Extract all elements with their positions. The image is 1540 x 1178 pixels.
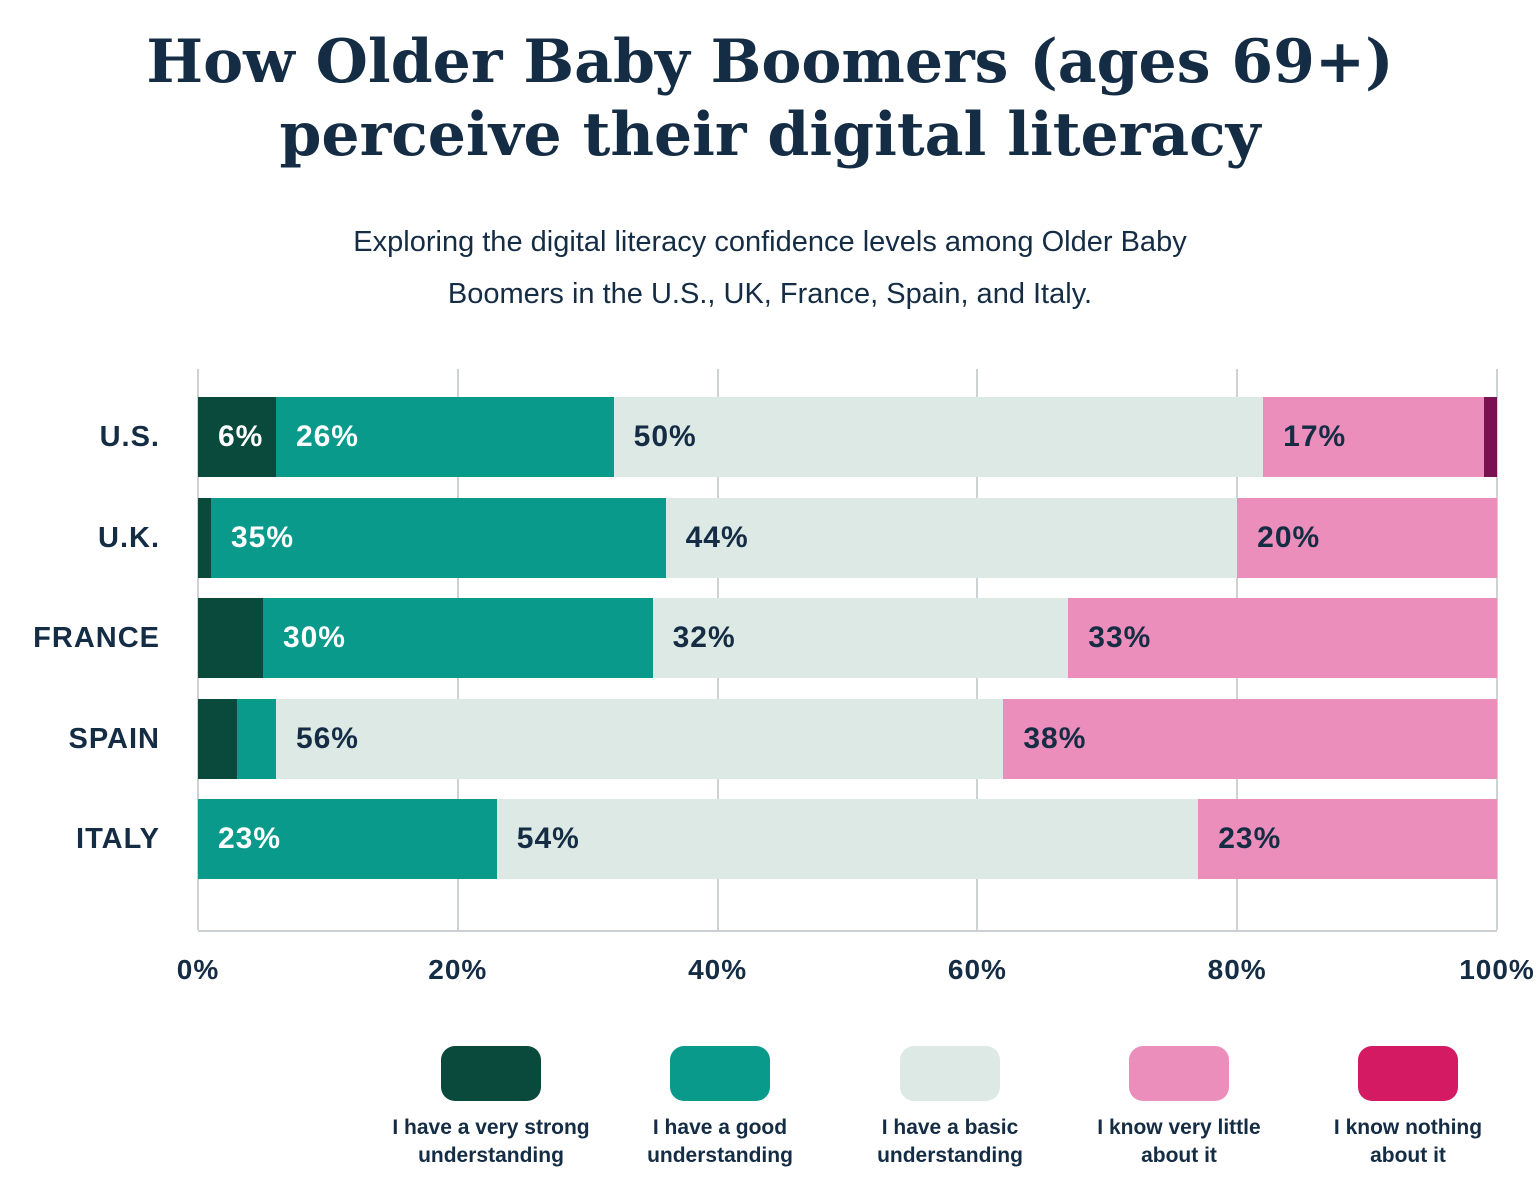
legend-swatch — [900, 1046, 1000, 1101]
segment-label: 54% — [516, 822, 580, 855]
legend-label: I have a good understanding — [600, 1114, 840, 1170]
legend-item: I know very little about it — [1059, 1046, 1299, 1170]
chart-subtitle: Exploring the digital literacy confidenc… — [0, 216, 1540, 320]
segment-label: 35% — [230, 520, 295, 554]
legend-label-line1: I have a good — [652, 1116, 788, 1139]
segment-label: 17% — [1283, 420, 1347, 453]
bar-row: U.S. 6% 26% 50% 17% — [100, 397, 1497, 477]
bar-segment: 32% — [652, 598, 1069, 678]
legend: I have a very strong understanding I have … — [0, 1046, 1540, 1178]
x-axis-label: 40% — [688, 954, 748, 985]
legend-item: I have a very strong understanding — [371, 1046, 611, 1170]
chart-subtitle-line2: Boomers in the U.S., UK, France, Spain, … — [447, 278, 1093, 310]
category-label: ITALY — [76, 823, 160, 855]
legend-label-line2: about it — [1370, 1144, 1446, 1167]
chart-title: How Older Baby Boomers (ages 69+) percei… — [0, 26, 1540, 172]
legend-item: I have a basic understanding — [830, 1046, 1070, 1170]
plot-area: 0% 20% 40% 60% 80% 100% U.S. 6% 26% 50% 17% U.K. 35%… — [33, 369, 1534, 985]
bar-segment: 44% — [665, 497, 1238, 578]
bar-segment: 54% — [496, 799, 1199, 879]
x-axis-label: 0% — [176, 954, 220, 985]
bar-segment: 23% — [1198, 799, 1497, 879]
segment-label: 38% — [1023, 721, 1087, 755]
segment-label: 23% — [218, 822, 282, 855]
bar-segment: 56% — [275, 698, 1004, 779]
legend-label-line1: I know nothing — [1333, 1116, 1483, 1139]
legend-label: I know very little about it — [1059, 1114, 1299, 1170]
x-axis-label: 20% — [428, 954, 488, 985]
category-label: U.S. — [99, 421, 160, 453]
legend-label-line1: I have a basic — [881, 1116, 1019, 1139]
legend-label: I have a basic understanding — [830, 1114, 1070, 1170]
legend-swatch — [441, 1046, 541, 1101]
bar-segment: 30% — [262, 598, 653, 678]
bar-row: ITALY 23% 54% 23% — [76, 799, 1497, 879]
legend-label: I know nothing about it — [1288, 1114, 1528, 1170]
category-label: FRANCE — [33, 622, 160, 654]
bar-segment — [236, 698, 276, 779]
bar-segment: 26% — [275, 397, 614, 477]
bar-segment: 33% — [1068, 598, 1497, 678]
legend-label-line1: I know very little — [1097, 1116, 1261, 1139]
legend-swatch — [1358, 1046, 1458, 1101]
legend-swatch — [670, 1046, 770, 1101]
bar-segment — [198, 698, 237, 779]
bar-segment: 23% — [198, 799, 497, 879]
x-axis-label: 100% — [1459, 954, 1535, 985]
bar-segment — [198, 497, 211, 578]
bar-segment: 17% — [1263, 397, 1484, 477]
segment-label: 6% — [218, 420, 264, 453]
bar-segment: 50% — [613, 397, 1264, 477]
bar-segment — [198, 598, 263, 678]
legend-item: I know nothing about it — [1288, 1046, 1528, 1170]
segment-label: 26% — [295, 420, 359, 453]
legend-label-line1: I have a very strong — [392, 1116, 590, 1139]
legend-label-line2: about it — [1141, 1144, 1217, 1167]
bar-segment: 20% — [1237, 497, 1497, 578]
segment-label: 56% — [295, 721, 359, 755]
chart-title-line2: perceive their digital literacy — [279, 100, 1261, 170]
bar-segment — [1484, 397, 1497, 477]
category-label: U.K. — [98, 521, 160, 554]
segment-label: 30% — [282, 621, 346, 654]
gridline — [1496, 369, 1498, 930]
chart-title-line1: How Older Baby Boomers (ages 69+) — [146, 27, 1394, 97]
segment-label: 23% — [1218, 822, 1282, 855]
legend-label-line2: understanding — [418, 1144, 564, 1167]
bar-row: U.K. 35% 44% 20% — [98, 497, 1497, 578]
segment-label: 50% — [633, 420, 697, 453]
segment-label: 44% — [685, 520, 749, 554]
legend-label-line2: understanding — [647, 1144, 793, 1167]
bar-segment: 35% — [210, 497, 666, 578]
legend-item: I have a good understanding — [600, 1046, 840, 1170]
x-axis-label: 60% — [947, 954, 1007, 985]
legend-label-line2: understanding — [877, 1144, 1023, 1167]
bar-row: FRANCE 30% 32% 33% — [33, 598, 1497, 678]
segment-label: 20% — [1257, 520, 1321, 554]
bar-segment: 6% — [198, 397, 276, 477]
category-label: SPAIN — [68, 722, 160, 755]
legend-swatch — [1129, 1046, 1229, 1101]
chart-subtitle-line1: Exploring the digital literacy confidenc… — [353, 226, 1187, 258]
bar-segment: 38% — [1003, 698, 1497, 779]
segment-label: 33% — [1088, 621, 1152, 654]
legend-label: I have a very strong understanding — [371, 1114, 611, 1170]
x-axis-label: 80% — [1207, 954, 1267, 985]
segment-label: 32% — [672, 621, 736, 654]
bar-row: SPAIN 56% 38% — [69, 698, 1497, 779]
